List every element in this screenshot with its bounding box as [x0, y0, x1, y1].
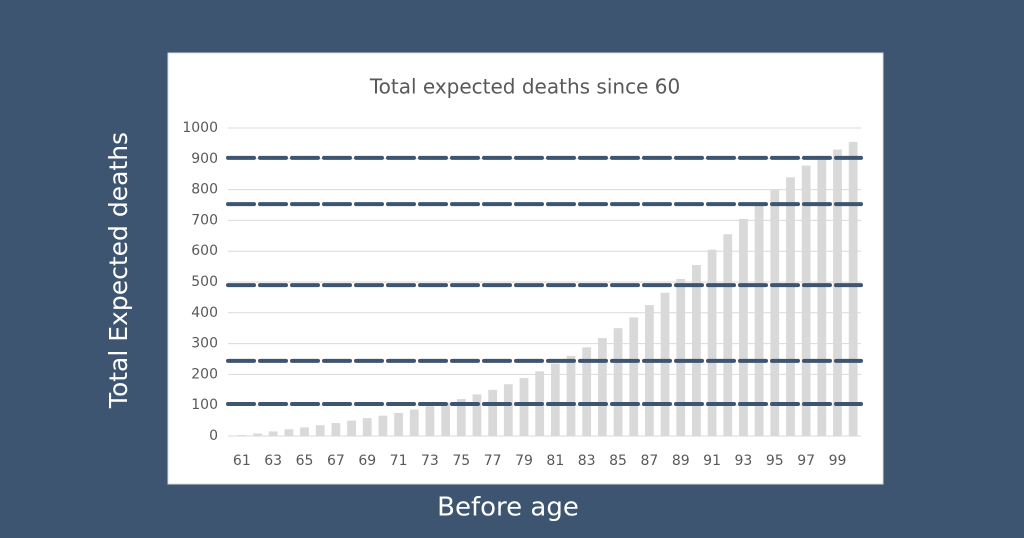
x-tick-label: 81	[546, 453, 564, 469]
x-tick-label: 83	[578, 453, 596, 469]
bar	[331, 423, 341, 436]
bar	[488, 389, 498, 436]
bar	[409, 409, 419, 436]
x-tick-label: 79	[515, 453, 533, 469]
bar	[707, 249, 717, 436]
bar	[472, 394, 482, 436]
x-tick-label: 95	[766, 453, 784, 469]
bar	[786, 177, 795, 436]
bar	[833, 149, 842, 436]
bar	[817, 157, 827, 436]
x-tick-label: 69	[358, 453, 376, 469]
bar	[754, 203, 764, 436]
bar	[347, 420, 356, 436]
y-tick-label: 700	[191, 212, 218, 228]
bar	[723, 234, 733, 436]
x-tick-label: 89	[672, 453, 690, 469]
y-tick-label: 400	[191, 305, 218, 321]
bar	[519, 378, 529, 436]
y-tick-label: 900	[191, 151, 218, 167]
x-tick-label: 67	[327, 453, 345, 469]
bar	[692, 265, 701, 436]
x-tick-label: 63	[264, 453, 282, 469]
x-tick-label: 85	[609, 453, 627, 469]
y-tick-label: 300	[191, 336, 218, 352]
bar	[362, 418, 372, 436]
x-axis-label: Before age	[437, 493, 579, 523]
bar	[268, 431, 278, 436]
bar	[315, 425, 325, 436]
x-tick-label: 75	[452, 453, 470, 469]
x-tick-label: 71	[390, 453, 408, 469]
bar	[770, 189, 780, 436]
y-tick-label: 100	[191, 397, 218, 413]
bar	[284, 429, 294, 436]
y-axis-label: Total Expected deaths	[104, 132, 133, 409]
y-tick-label: 600	[191, 243, 218, 259]
x-tick-label: 77	[484, 453, 502, 469]
bar	[378, 415, 388, 436]
bar	[503, 384, 513, 436]
bar	[629, 317, 639, 436]
bar	[739, 218, 748, 436]
x-tick-label: 65	[296, 453, 314, 469]
bar	[597, 338, 607, 436]
bar	[566, 355, 576, 436]
bar	[613, 328, 623, 436]
x-tick-label: 73	[421, 453, 439, 469]
bar	[644, 305, 654, 436]
bar	[441, 402, 451, 436]
bar	[394, 412, 403, 436]
bar	[300, 427, 309, 436]
y-tick-label: 800	[191, 182, 218, 198]
y-tick-label: 1000	[182, 120, 218, 136]
bar	[848, 141, 858, 437]
x-tick-label: 61	[233, 453, 251, 469]
x-tick-label: 91	[703, 453, 721, 469]
bar	[253, 433, 262, 436]
bar	[237, 435, 247, 436]
x-tick-label: 93	[735, 453, 753, 469]
bar	[425, 406, 435, 436]
bar	[801, 165, 811, 437]
bar	[582, 347, 592, 436]
y-tick-label: 500	[191, 274, 218, 290]
bar	[456, 399, 466, 436]
x-tick-label: 99	[829, 453, 847, 469]
bar	[550, 363, 560, 436]
bar	[676, 278, 686, 436]
bar	[660, 292, 670, 436]
x-tick-label: 87	[640, 453, 658, 469]
y-tick-label: 200	[191, 366, 218, 382]
chart-title: Total expected deaths since 60	[369, 75, 680, 99]
x-tick-label: 97	[797, 453, 815, 469]
y-tick-label: 0	[209, 428, 218, 444]
